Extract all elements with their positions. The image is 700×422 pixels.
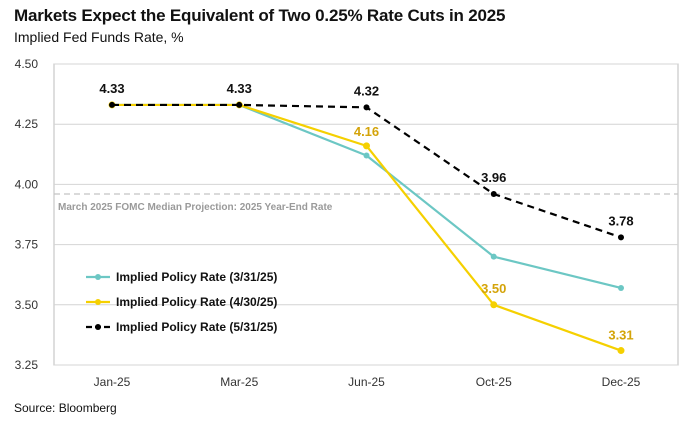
data-label: 3.78 [608, 213, 633, 228]
y-tick-label: 3.25 [15, 358, 39, 372]
x-tick-label: Dec-25 [602, 375, 641, 389]
series-1-point [618, 284, 624, 291]
y-tick-label: 4.50 [15, 57, 39, 71]
y-tick-label: 4.00 [15, 177, 39, 191]
source-note: Source: Bloomberg [14, 401, 117, 415]
data-label: 4.16 [354, 124, 379, 139]
data-label: 4.33 [99, 81, 124, 96]
chart-subtitle: Implied Fed Funds Rate, % [14, 29, 184, 45]
series-2-point [617, 347, 625, 355]
reference-line-label: March 2025 FOMC Median Projection: 2025 … [58, 202, 333, 213]
series-1-point [363, 152, 370, 159]
series-3-point [363, 104, 370, 111]
data-label: 3.31 [608, 328, 633, 343]
series-3-point [109, 101, 115, 108]
data-label: 4.33 [227, 81, 252, 96]
series-3-point [236, 101, 243, 108]
legend-entry: Implied Policy Rate (5/31/25) [116, 320, 277, 334]
y-tick-label: 3.50 [15, 298, 39, 312]
x-tick-label: Oct-25 [476, 375, 512, 389]
data-label: 3.50 [481, 281, 506, 296]
legend-entry: Implied Policy Rate (4/30/25) [116, 295, 277, 309]
x-tick-label: Jun-25 [348, 375, 385, 389]
series-line-2 [112, 103, 622, 352]
series-1-point [490, 253, 497, 260]
data-label: 3.96 [481, 170, 506, 185]
x-tick-label: Jan-25 [94, 375, 131, 389]
x-tick-label: Mar-25 [220, 375, 258, 389]
series-3-point [490, 191, 497, 198]
legend-entry: Implied Policy Rate (3/31/25) [116, 270, 277, 284]
y-tick-label: 4.25 [15, 117, 39, 131]
y-tick-label: 3.75 [15, 238, 39, 252]
legend-swatch-marker [95, 299, 101, 305]
legend-swatch-marker [95, 324, 101, 330]
data-label: 4.32 [354, 83, 379, 98]
series-3-point [618, 234, 624, 241]
legend-swatch-marker [95, 274, 101, 280]
series-2-point [490, 301, 498, 309]
series-2-point [363, 142, 370, 150]
chart-title: Markets Expect the Equivalent of Two 0.2… [14, 6, 506, 25]
